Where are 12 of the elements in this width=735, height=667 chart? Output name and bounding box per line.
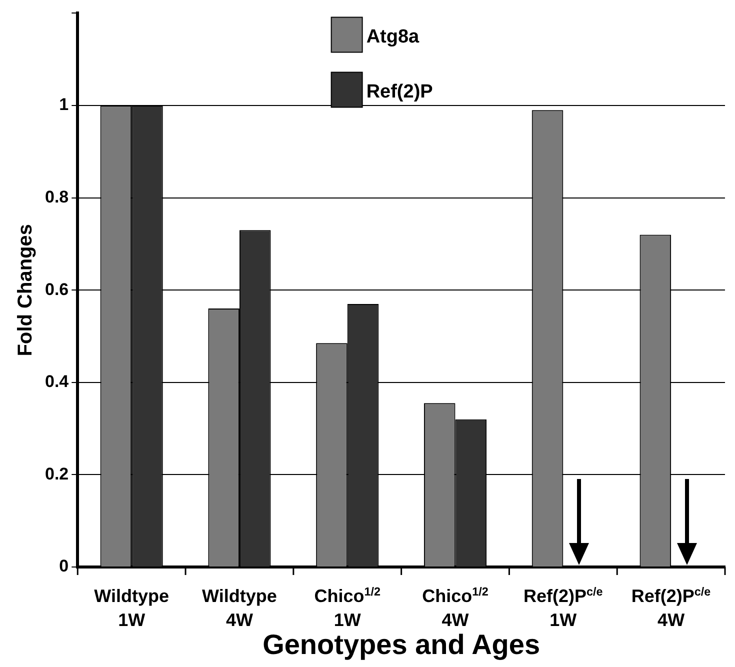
x-axis-title: Genotypes and Ages [262,628,540,660]
y-tick-label: 0 [59,556,69,576]
y-tick-label: 0.4 [44,372,70,392]
y-tick-label: 0.6 [44,280,69,299]
x-tick-label: Wildtype 1W [94,586,170,630]
legend-label: Ref(2)P [366,81,434,102]
y-axis-title: Fold Changes [14,224,37,356]
legend-label: Atg8a [366,26,420,48]
y-tick-label: 0.8 [44,187,69,206]
y-tick-label: 0.2 [44,464,69,484]
y-tick-label: 1 [59,95,69,114]
x-tick-label: Wildtype 4W [202,586,277,630]
